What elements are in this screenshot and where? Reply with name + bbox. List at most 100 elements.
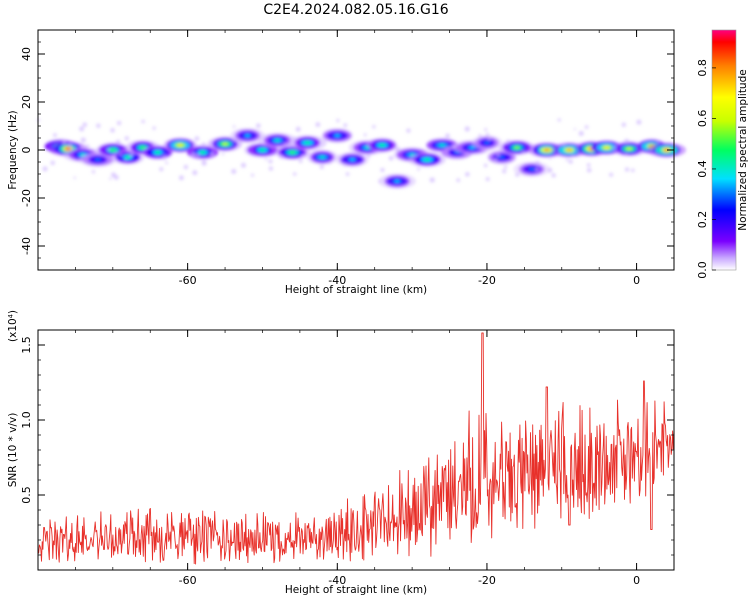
spectrogram-speckle xyxy=(565,158,569,161)
spectrogram-speckle xyxy=(625,167,630,172)
spectrogram-x-tick-label: -40 xyxy=(328,274,346,287)
spectrogram-blob xyxy=(438,143,446,147)
spectrogram-speckle xyxy=(124,136,129,141)
spectrogram-speckle xyxy=(367,154,371,158)
spectrogram-speckle xyxy=(287,143,293,148)
spectrogram-speckle xyxy=(183,165,188,170)
spectrogram-speckle xyxy=(378,179,382,183)
spectrogram-speckle xyxy=(464,126,470,132)
spectrogram-speckle xyxy=(96,123,101,128)
colorbar: 0.0 0.2 0.4 0.6 0.8 Normalized spectral ampl… xyxy=(696,29,749,279)
colorbar-tick-label: 0.4 xyxy=(696,160,709,178)
snr-y-tick-label: 1.0 xyxy=(20,411,33,429)
spectrogram-image xyxy=(37,118,687,189)
spectrogram-speckle xyxy=(163,152,166,155)
spectrogram-speckle xyxy=(395,146,401,152)
spectrogram-speckle xyxy=(279,154,284,159)
spectrogram-speckle xyxy=(209,151,215,157)
spectrogram-speckle xyxy=(483,163,488,168)
spectrogram-speckle xyxy=(624,138,630,144)
spectrogram-speckle xyxy=(190,154,193,157)
spectrogram-speckle xyxy=(388,155,394,161)
spectrogram-blob xyxy=(544,148,550,152)
spectrogram-blob xyxy=(469,146,475,150)
spectrogram-y-tick-label: 20 xyxy=(20,95,33,109)
spectrogram-speckle xyxy=(221,152,225,156)
spectrogram-speckle xyxy=(256,123,261,128)
spectrogram-speckle xyxy=(631,168,635,173)
snr-x-axis-label: Height of straight line (km) xyxy=(285,584,427,596)
colorbar-tick-label: 0.0 xyxy=(696,261,709,279)
figure-title: C2E4.2024.082.05.16.G16 xyxy=(263,2,448,18)
spectrogram-speckle xyxy=(110,128,115,133)
spectrogram-blob xyxy=(177,143,183,147)
snr-x-tick-label: -20 xyxy=(478,574,496,587)
spectrogram-blob xyxy=(379,143,386,147)
spectrogram-speckle xyxy=(80,137,86,143)
spectrogram-speckle xyxy=(547,167,553,173)
spectrogram-speckle xyxy=(621,122,626,127)
spectrogram-blob xyxy=(499,155,505,159)
spectrogram-speckle xyxy=(298,159,303,163)
spectrogram-speckle xyxy=(91,170,96,174)
spectrogram-speckle xyxy=(129,152,134,157)
snr-y-ticks: 0.5 1.0 1.5 xyxy=(20,336,674,556)
spectrogram-blob xyxy=(139,146,146,150)
spectrogram-blob xyxy=(304,141,311,145)
spectrogram-speckle xyxy=(42,166,48,172)
spectrogram-speckle xyxy=(159,167,164,172)
spectrogram-speckle xyxy=(609,172,614,177)
colorbar-tick-label: 0.2 xyxy=(696,211,709,229)
spectrogram-speckle xyxy=(241,162,246,168)
spectrogram-blob xyxy=(394,179,400,183)
snr-y-scale-note: (x10⁴) xyxy=(7,310,19,342)
spectrogram-speckle xyxy=(484,128,488,132)
spectrogram-x-tick-label: -60 xyxy=(179,274,197,287)
spectrogram-blob xyxy=(274,138,281,142)
spectrogram-speckle xyxy=(584,125,589,129)
spectrogram-speckle xyxy=(535,160,540,166)
snr-series-line xyxy=(37,332,675,565)
spectrogram-y-tick-label: -20 xyxy=(20,189,33,207)
spectrogram-x-tick-label: -20 xyxy=(478,274,496,287)
spectrogram-speckle xyxy=(231,169,237,174)
spectrogram-speckle xyxy=(109,177,112,180)
spectrogram-blob xyxy=(125,155,131,159)
spectrogram-speckle xyxy=(300,154,305,158)
spectrogram-blob xyxy=(289,150,295,154)
spectrogram-speckle xyxy=(162,155,167,160)
spectrogram-speckle xyxy=(85,144,90,148)
spectrogram-speckle xyxy=(283,142,286,145)
spectrogram-speckle xyxy=(192,170,198,176)
spectrogram-blob xyxy=(528,167,535,171)
spectrogram-speckle xyxy=(194,136,200,141)
spectrogram-blob xyxy=(199,150,206,154)
spectrogram-speckle xyxy=(366,143,369,146)
spectrogram-blob xyxy=(349,158,356,162)
spectrogram-speckle xyxy=(53,133,57,137)
spectrogram-panel: 40 20 0 -20 -40 -60 -40 -20 0 Height of straigh… xyxy=(7,29,687,296)
spectrogram-x-axis-label: Height of straight line (km) xyxy=(285,284,427,296)
snr-x-tick-label: -40 xyxy=(328,574,346,587)
spectrogram-blob xyxy=(259,148,266,152)
spectrogram-speckle xyxy=(268,159,273,164)
spectrogram-speckle xyxy=(590,151,593,154)
spectrogram-speckle xyxy=(79,126,85,132)
spectrogram-speckle xyxy=(417,167,420,171)
spectrogram-speckle xyxy=(487,137,492,141)
colorbar-gradient xyxy=(712,30,736,270)
snr-y-axis-label: SNR (10 * v/v) xyxy=(7,413,19,488)
spectrogram-speckle xyxy=(534,167,539,172)
spectrogram-blob xyxy=(154,150,161,154)
spectrogram-speckle xyxy=(372,125,376,129)
snr-panel: 0.5 1.0 1.5 -60 -40 -20 0 Height of straight … xyxy=(7,310,675,596)
snr-y-tick-label: 0.5 xyxy=(20,486,33,504)
spectrogram-speckle xyxy=(502,169,507,174)
spectrogram-speckle xyxy=(568,159,573,164)
spectrogram-speckle xyxy=(496,153,501,158)
spectrogram-speckle xyxy=(363,133,367,137)
spectrogram-speckle xyxy=(191,151,197,157)
spectrogram-speckle xyxy=(268,166,274,171)
snr-x-ticks: -60 -40 -20 0 xyxy=(37,330,675,587)
